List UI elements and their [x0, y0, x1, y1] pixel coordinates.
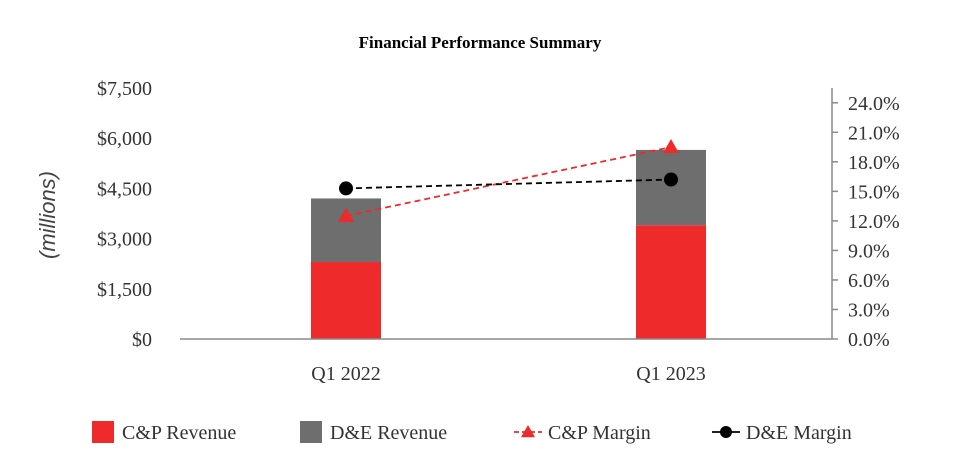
x-tick-label: Q1 2023 — [636, 363, 705, 385]
y-tick-label: $1,500 — [97, 279, 152, 301]
point-c-p-margin-2 — [663, 139, 679, 154]
legend-swatch-c-p-revenue — [92, 421, 114, 443]
point-d-e-margin-2 — [664, 172, 678, 187]
bar-c-p-revenue-2 — [636, 225, 706, 339]
line-c-p-margin — [345, 146, 672, 217]
legend-label-c-p-margin: C&P Margin — [548, 422, 651, 444]
x-tick-label: Q1 2022 — [311, 363, 380, 385]
y-axis-label: (millions) — [35, 171, 60, 259]
y2-tick-label: 21.0% — [848, 122, 900, 144]
y2-tick-label: 24.0% — [848, 93, 900, 115]
legend-marker-d-e-margin — [720, 426, 732, 438]
y-tick-label: $4,500 — [97, 178, 152, 200]
point-c-p-margin-1 — [338, 207, 354, 222]
bar-c-p-revenue-1 — [311, 262, 381, 339]
y2-tick-label: 12.0% — [848, 211, 900, 233]
y2-tick-label: 15.0% — [848, 181, 900, 203]
y2-tick-label: 3.0% — [848, 299, 890, 321]
legend-label-d-e-margin: D&E Margin — [746, 422, 852, 444]
legend-marker-c-p-margin — [521, 425, 535, 438]
legend-label-d-e-revenue: D&E Revenue — [330, 422, 447, 444]
y-tick-label: $6,000 — [97, 128, 152, 150]
legend-label-c-p-revenue: C&P Revenue — [122, 422, 236, 444]
y-tick-label: $0 — [132, 329, 152, 351]
legend-swatch-d-e-revenue — [300, 421, 322, 443]
y2-tick-label: 6.0% — [848, 270, 890, 292]
y-tick-label: $3,000 — [97, 229, 152, 251]
y2-tick-label: 9.0% — [848, 240, 890, 262]
y2-tick-label: 18.0% — [848, 152, 900, 174]
y-tick-label: $7,500 — [97, 78, 152, 100]
y2-tick-label: 0.0% — [848, 329, 890, 351]
line-d-e-margin — [345, 178, 672, 190]
point-d-e-margin-1 — [339, 181, 353, 196]
bar-d-e-revenue-2 — [636, 149, 706, 226]
chart-title: Financial Performance Summary — [359, 33, 602, 52]
